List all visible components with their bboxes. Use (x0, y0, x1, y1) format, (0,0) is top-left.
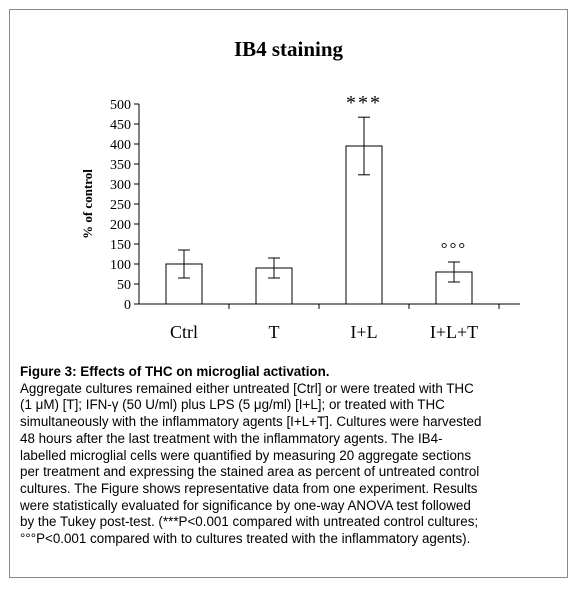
significance-annotation: *** (346, 92, 382, 114)
caption-line: (1 μM) [T]; IFN-γ (50 U/ml) plus LPS (5 … (20, 397, 445, 413)
caption-line: labelled microglial cells were quantifie… (20, 447, 472, 463)
y-tick-label: 500 (110, 98, 131, 113)
y-tick-label: 150 (110, 238, 131, 253)
y-tick-label: 350 (110, 158, 131, 173)
caption-line: °°°P<0.001 compared with to cultures tre… (20, 531, 471, 547)
caption-line: cultures. The Figure shows representativ… (20, 480, 478, 496)
y-tick-label: 50 (117, 278, 131, 293)
significance-annotation: °°° (441, 239, 467, 258)
caption-line: simultaneously with the inflammatory age… (20, 414, 482, 430)
caption-line: 48 hours after the last treatment with t… (20, 430, 443, 446)
y-axis-label: % of control (80, 169, 95, 239)
bar (345, 145, 383, 305)
x-tick-label: I+L (350, 322, 377, 342)
caption-line: per treatment and expressing the stained… (20, 464, 480, 480)
y-tick-label: 0 (124, 298, 131, 313)
caption-line: by the Tukey post-test. (***P<0.001 comp… (20, 514, 479, 530)
caption-body: Aggregate cultures remained either untre… (20, 381, 557, 548)
y-tick-label: 200 (110, 218, 131, 233)
x-tick-label: Ctrl (170, 322, 198, 342)
y-tick-label: 450 (110, 118, 131, 133)
figure-frame: IB4 staining 0 50 100 150 200 250 300 350 400 450… (9, 9, 568, 578)
y-tick-label: 300 (110, 178, 131, 193)
figure-caption: Figure 3: Effects of THC on microglial a… (20, 364, 557, 548)
bar-chart: 0 50 100 150 200 250 300 350 400 450 500 % of contr… (80, 92, 520, 342)
x-tick-label: I+L+T (430, 322, 478, 342)
caption-line: were statistically evaluated for signifi… (20, 497, 471, 513)
y-tick-label: 400 (110, 138, 131, 153)
y-tick-label: 250 (110, 198, 131, 213)
caption-title: Figure 3: Effects of THC on microglial a… (20, 364, 330, 379)
caption-line: Aggregate cultures remained either untre… (20, 380, 474, 396)
x-tick-label: T (269, 322, 280, 342)
chart-title: IB4 staining (233, 37, 344, 61)
y-tick-label: 100 (110, 258, 131, 273)
